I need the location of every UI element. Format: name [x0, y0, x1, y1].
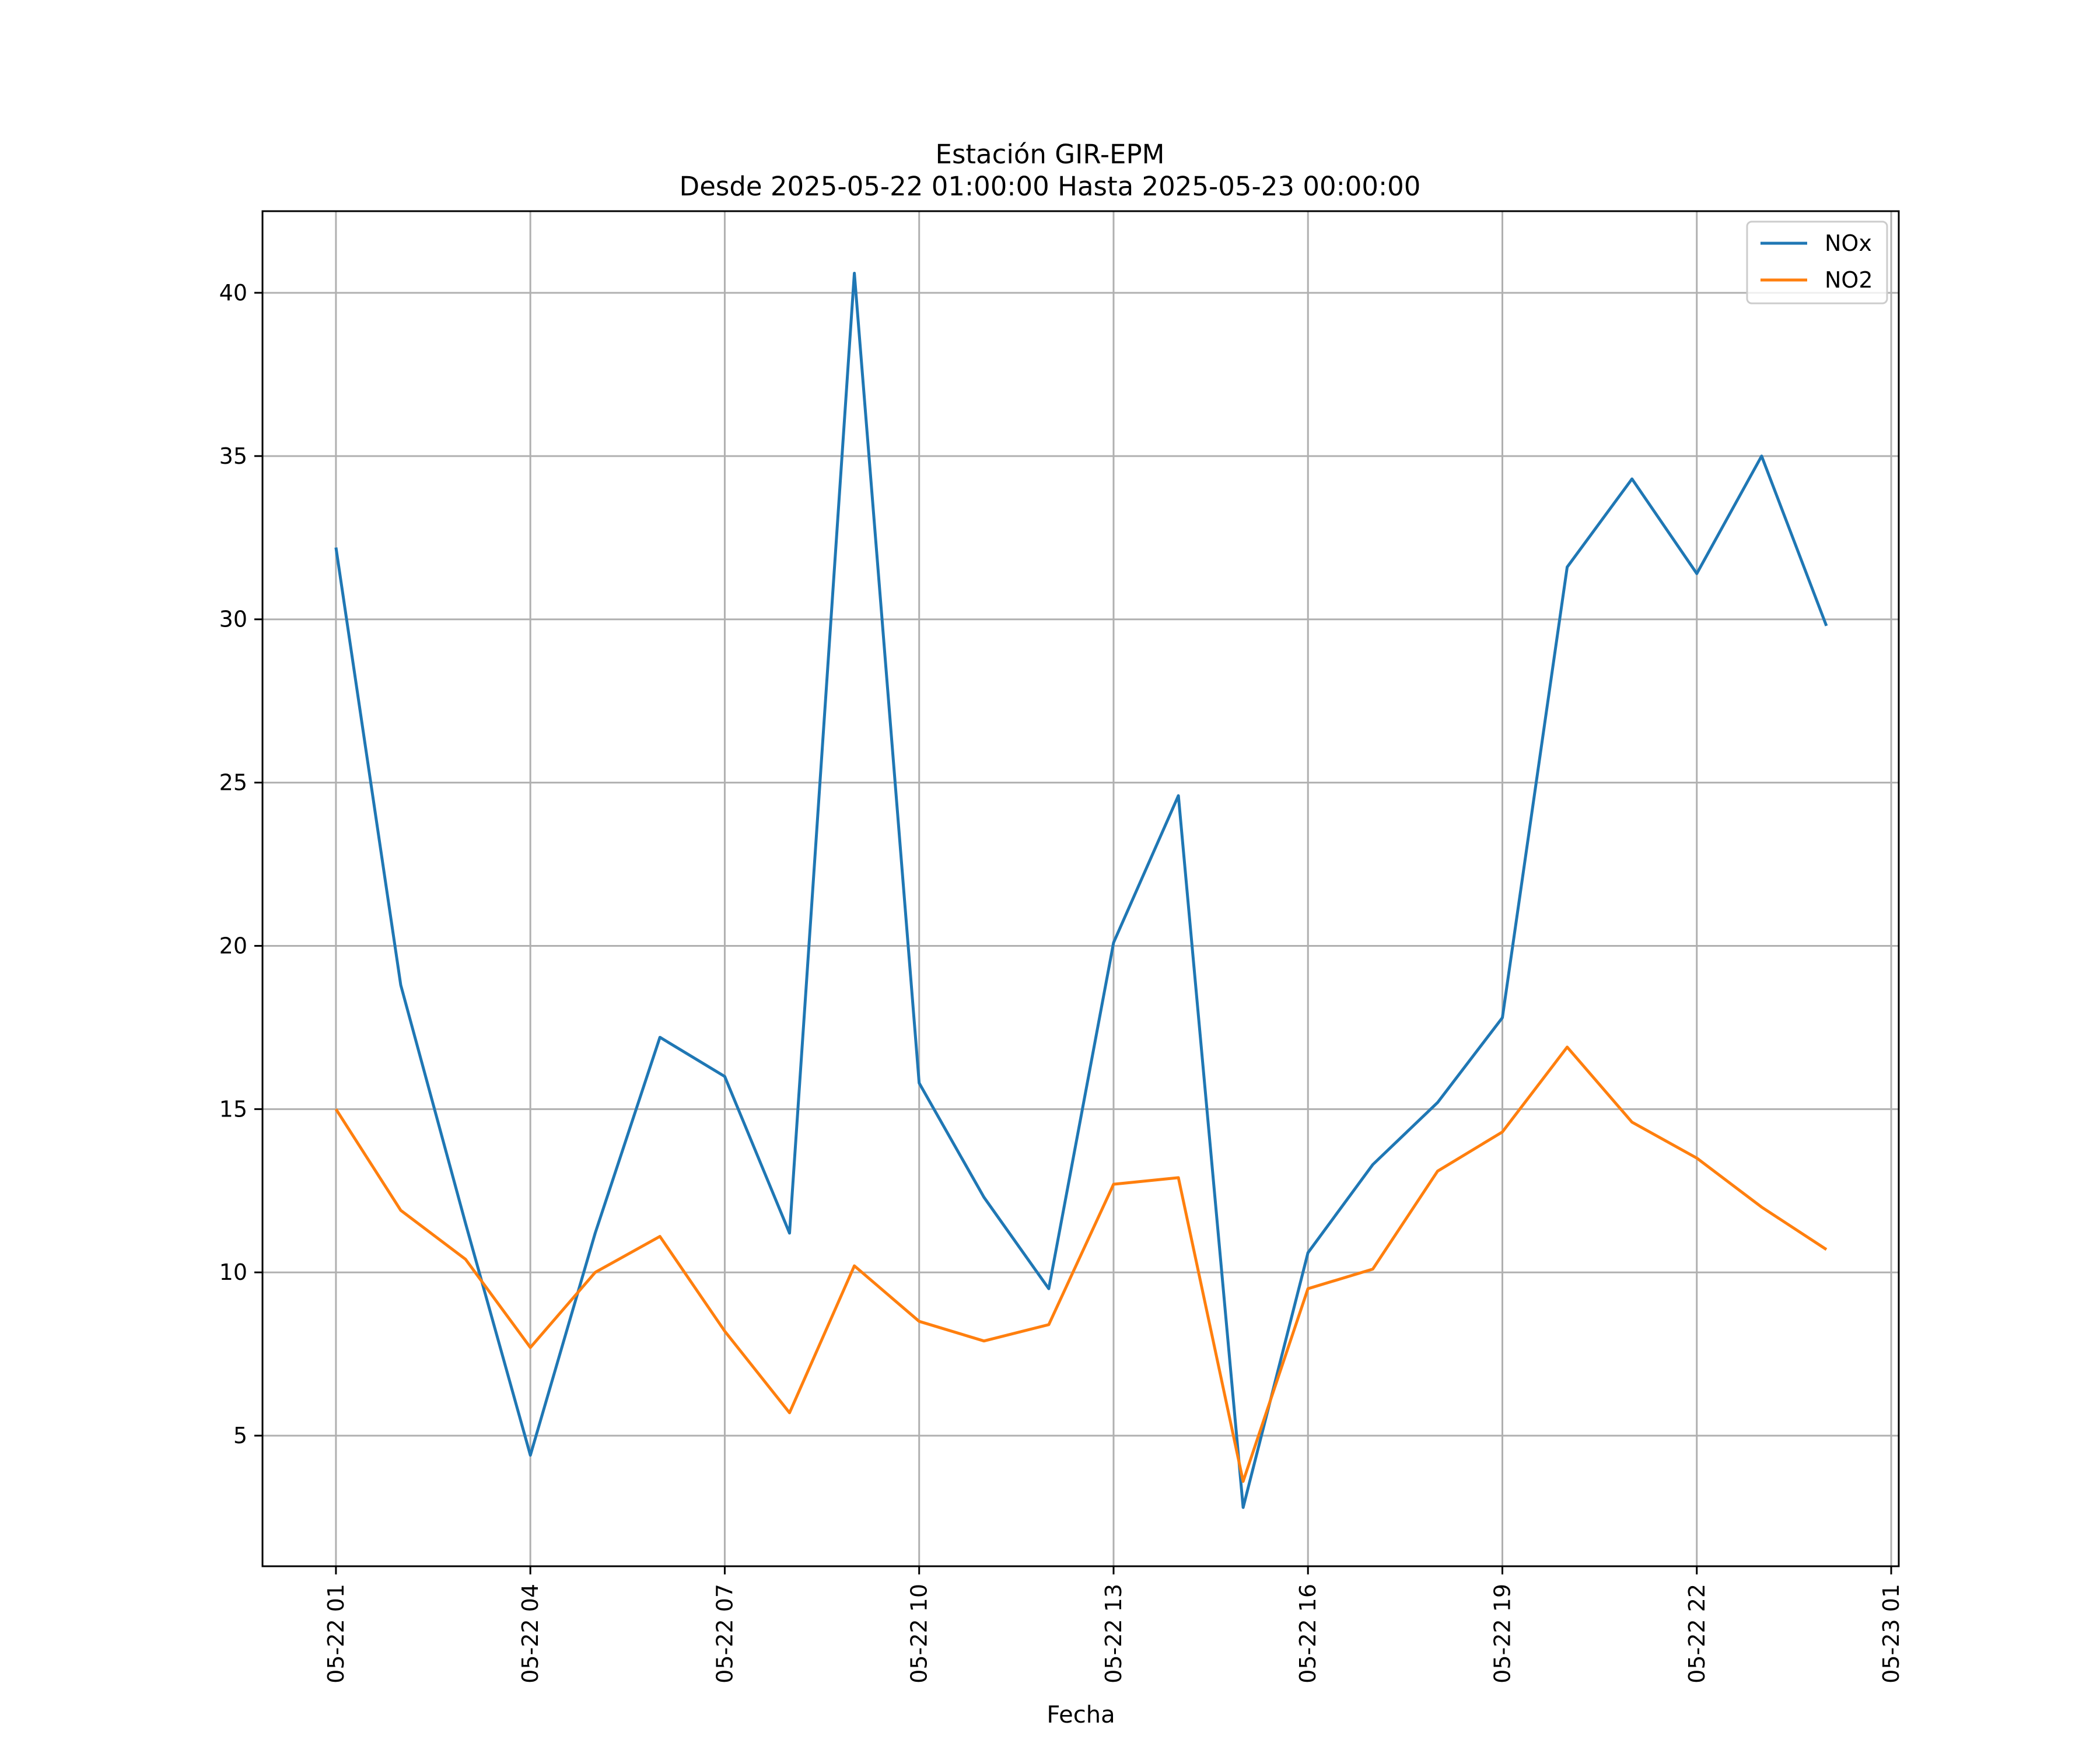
x-tick-label: 05-23 01: [1878, 1584, 1904, 1684]
x-tick-label: 05-22 22: [1684, 1584, 1710, 1684]
y-tick-label: 5: [233, 1423, 247, 1448]
y-tick-label: 35: [219, 443, 247, 469]
y-tick-label: 25: [219, 770, 247, 796]
x-axis: 05-22 01 05-22 04 05-22 07 05-22 10 05-22 13…: [323, 1566, 1904, 1684]
y-tick-label: 40: [219, 280, 247, 306]
y-tick-label: 20: [219, 933, 247, 958]
x-tick-label: 05-22 01: [323, 1584, 349, 1684]
x-axis-label: Fecha: [1046, 1702, 1115, 1728]
chart-subtitle: Desde 2025-05-22 01:00:00 Hasta 2025-05-…: [680, 171, 1421, 202]
chart-title: Estación GIR-EPM: [936, 139, 1165, 170]
y-tick-label: 10: [219, 1259, 247, 1285]
y-tick-label: 15: [219, 1096, 247, 1122]
series-line-no2: [334, 1045, 1828, 1483]
x-tick-label: 05-22 07: [712, 1584, 737, 1684]
x-tick-label: 05-22 19: [1490, 1584, 1516, 1684]
x-tick-label: 05-22 04: [517, 1584, 543, 1684]
legend: NOx NO2: [1746, 220, 1888, 304]
y-tick-label: 30: [219, 607, 247, 632]
x-tick-label: 05-22 10: [907, 1584, 932, 1684]
y-axis: 5 10 15 20 25 30 35 40: [219, 280, 262, 1448]
legend-label-nox: NOx: [1825, 230, 1872, 256]
legend-label-no2: NO2: [1825, 267, 1873, 293]
plot-frame: [261, 210, 1900, 1567]
grid: [262, 211, 1899, 1566]
x-tick-label: 05-22 16: [1295, 1584, 1321, 1684]
x-tick-label: 05-22 13: [1101, 1584, 1126, 1684]
series-line-nox: [334, 271, 1828, 1509]
series-layer: [334, 271, 1828, 1509]
